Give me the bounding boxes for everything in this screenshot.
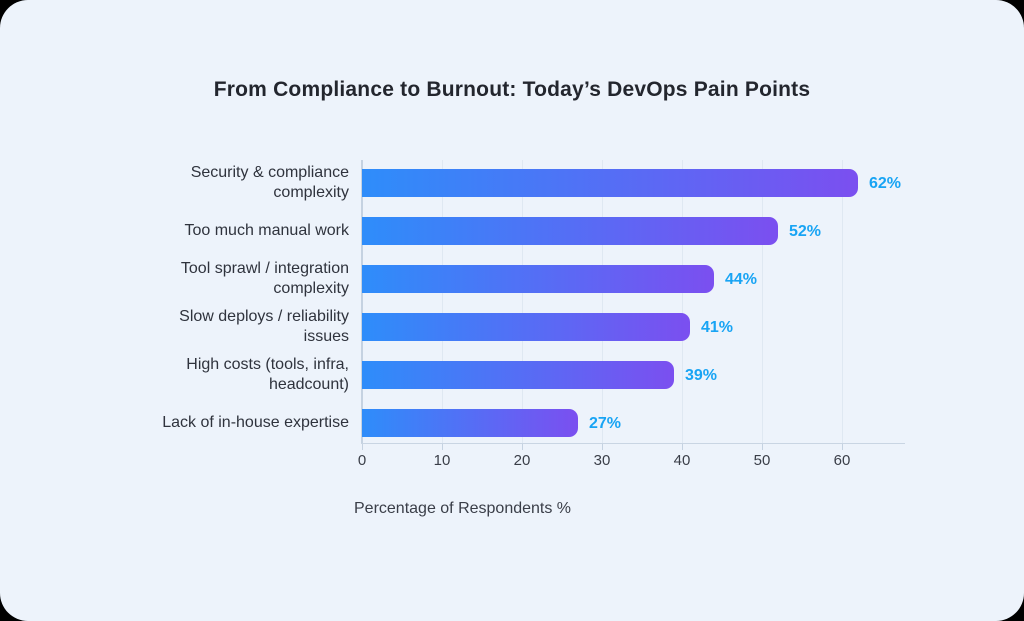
bar: [362, 312, 690, 341]
bar-value-label: 41%: [701, 318, 734, 336]
x-tick-label: 30: [593, 452, 611, 469]
bar: [362, 169, 858, 197]
bar-value-label: 44%: [725, 270, 758, 288]
tick-mark: [841, 444, 843, 450]
category-label: High costs (tools, infra, headcount): [186, 355, 349, 393]
bar-value-label: 52%: [789, 222, 822, 240]
tick-mark: [761, 444, 763, 450]
bar: [362, 216, 778, 245]
tick-mark: [681, 444, 683, 450]
bar: [362, 408, 578, 437]
bar: [362, 264, 714, 293]
category-label: Too much manual work: [184, 221, 349, 239]
tick-mark: [521, 444, 523, 450]
bar: [362, 360, 674, 389]
bar-value-label: 39%: [685, 366, 718, 384]
gridline: [761, 160, 763, 443]
x-tick-label: 0: [357, 452, 367, 469]
x-tick-label: 60: [833, 452, 851, 469]
gridline: [521, 160, 523, 443]
category-label: Slow deploys / reliability issues: [179, 307, 349, 345]
x-tick-label: 10: [433, 452, 451, 469]
bar-value-label: 62%: [869, 175, 902, 192]
chart-title: From Compliance to Burnout: Today’s DevO…: [213, 78, 811, 101]
category-label: Tool sprawl / integration complexity: [180, 259, 349, 297]
x-tick-label: 20: [513, 452, 531, 469]
x-tick-label: 40: [673, 452, 691, 469]
y-axis-line: [361, 160, 363, 443]
x-axis-line: [361, 443, 905, 444]
gridline: [601, 160, 603, 443]
tick-mark: [361, 444, 363, 450]
tick-mark: [601, 444, 603, 450]
gridline: [681, 160, 683, 443]
gridline: [441, 160, 443, 443]
tick-mark: [441, 444, 443, 450]
x-axis-title: Percentage of Respondents %: [354, 500, 572, 517]
x-tick-label: 50: [753, 452, 771, 469]
bar-value-label: 27%: [589, 414, 622, 432]
gridline: [841, 160, 843, 443]
category-label: Lack of in-house expertise: [162, 413, 349, 431]
category-label: Security & compliance complexity: [190, 164, 349, 201]
